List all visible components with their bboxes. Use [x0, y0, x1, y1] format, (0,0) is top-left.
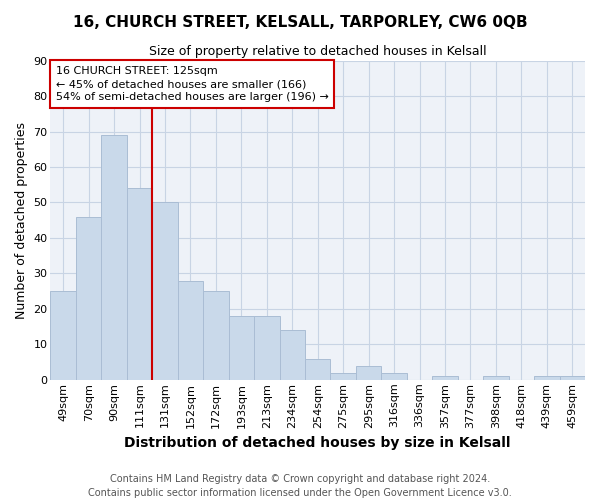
- Bar: [432, 376, 458, 380]
- X-axis label: Distribution of detached houses by size in Kelsall: Distribution of detached houses by size …: [124, 436, 511, 450]
- Bar: [560, 376, 585, 380]
- Bar: [152, 202, 178, 380]
- Text: Contains HM Land Registry data © Crown copyright and database right 2024.
Contai: Contains HM Land Registry data © Crown c…: [88, 474, 512, 498]
- Bar: [50, 291, 76, 380]
- Bar: [101, 135, 127, 380]
- Bar: [127, 188, 152, 380]
- Bar: [331, 373, 356, 380]
- Bar: [534, 376, 560, 380]
- Title: Size of property relative to detached houses in Kelsall: Size of property relative to detached ho…: [149, 45, 487, 58]
- Bar: [483, 376, 509, 380]
- Bar: [356, 366, 382, 380]
- Bar: [229, 316, 254, 380]
- Bar: [254, 316, 280, 380]
- Bar: [280, 330, 305, 380]
- Text: 16, CHURCH STREET, KELSALL, TARPORLEY, CW6 0QB: 16, CHURCH STREET, KELSALL, TARPORLEY, C…: [73, 15, 527, 30]
- Bar: [203, 291, 229, 380]
- Y-axis label: Number of detached properties: Number of detached properties: [15, 122, 28, 318]
- Bar: [305, 358, 331, 380]
- Text: 16 CHURCH STREET: 125sqm
← 45% of detached houses are smaller (166)
54% of semi-: 16 CHURCH STREET: 125sqm ← 45% of detach…: [56, 66, 328, 102]
- Bar: [178, 280, 203, 380]
- Bar: [76, 216, 101, 380]
- Bar: [382, 373, 407, 380]
